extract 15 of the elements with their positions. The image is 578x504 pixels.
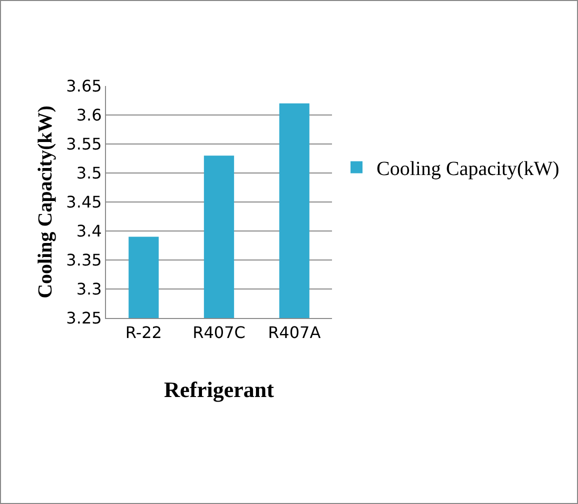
y-axis-title: Cooling Capacity(kW) [34,106,57,298]
x-tick-label: R407C [192,323,246,342]
y-tick-label: 3.4 [76,222,102,241]
y-tick-label: 3.3 [76,280,102,299]
x-tick-label: R407A [268,323,321,342]
y-tick-label: 3.35 [66,250,102,270]
y-tick-label: 3.25 [66,308,102,328]
y-tick-label: 3.55 [66,134,102,154]
x-axis-title: Refrigerant [164,377,275,402]
y-tick-label: 3.5 [76,164,102,183]
x-tick-label: R-22 [125,323,162,342]
y-tick-label: 3.65 [66,76,102,96]
y-tick-label: 3.6 [76,106,102,125]
y-tick-label: 3.45 [66,192,102,212]
legend-label: Cooling Capacity(kW) [376,158,560,180]
